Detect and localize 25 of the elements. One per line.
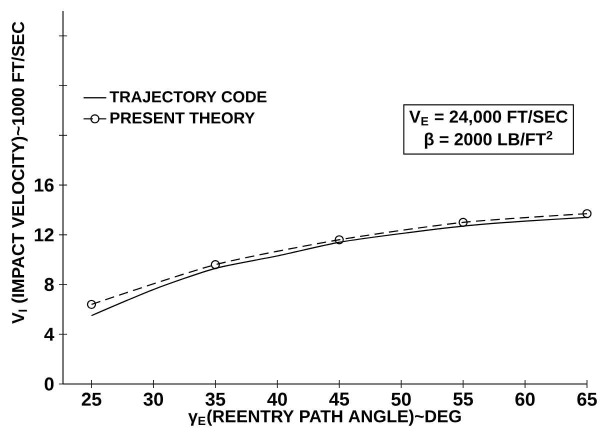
x-tick-label: 35 [205, 392, 226, 406]
annotation: V$_{E}$ = 24,000 FT/SEC [409, 110, 568, 126]
legend-label: TRAJECTORY CODE [110, 91, 267, 102]
x-tick-label: 55 [453, 392, 473, 406]
x-tick-label: 25 [82, 392, 102, 406]
point [582, 209, 592, 218]
y-tick-label: 8 [44, 278, 54, 292]
legend-label: PRESENT THEORY [110, 112, 255, 124]
annotation: β = 2000 LB/FT$^{2}$ [424, 130, 552, 149]
point [86, 300, 96, 310]
x-tick-label: 40 [267, 392, 287, 406]
y-tick-label: 4 [44, 328, 54, 341]
y-tick-label: 12 [34, 228, 54, 242]
point [458, 218, 468, 227]
x-tick-label: 30 [144, 392, 164, 406]
y-tick-label: 16 [34, 178, 54, 192]
x-tick-label: 50 [391, 392, 411, 406]
y-axis-title: V$_{I}$ (IMPACT VELOCITY)~1000 FT/SEC [12, 22, 28, 324]
y-tick-label: 0 [44, 377, 54, 391]
x-tick-label: 60 [515, 392, 535, 406]
point [334, 235, 344, 244]
x-tick-label: 45 [329, 392, 350, 406]
x-tick-label: 65 [577, 392, 597, 406]
point [210, 260, 220, 270]
x-axis-title: γ$_{E}$(REENTRY PATH ANGLE)~DEG [188, 410, 461, 426]
